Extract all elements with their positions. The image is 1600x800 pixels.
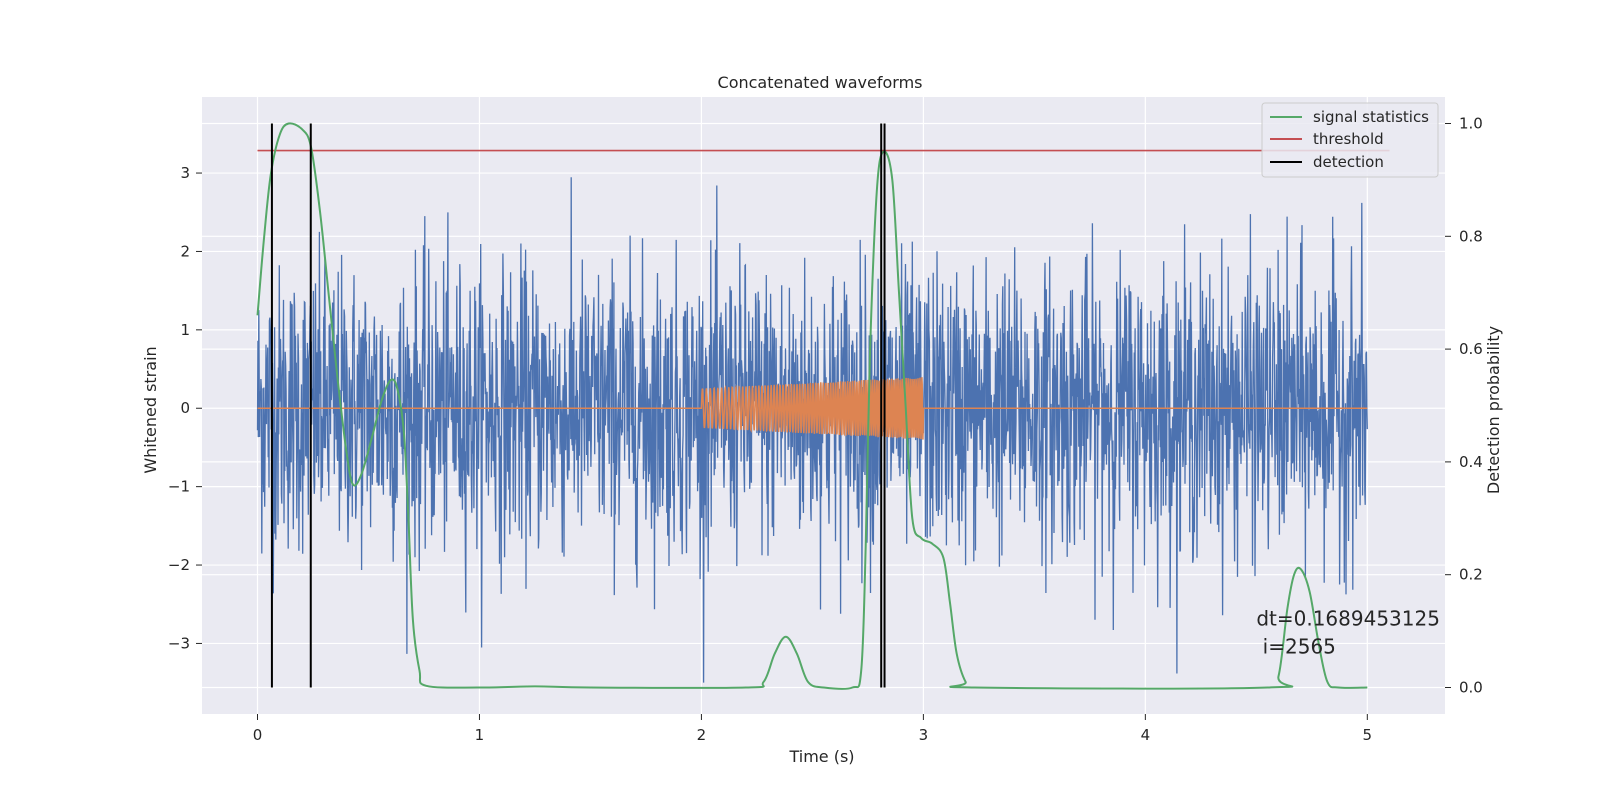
y-right-tick-label-2: 0.4 [1459, 453, 1483, 471]
x-tick-label-2: 2 [697, 726, 707, 744]
annotation-dt: dt=0.1689453125 [1256, 607, 1440, 631]
signal-statistics-line [256, 122, 1368, 690]
y-left-tick-label-6: 3 [180, 164, 190, 182]
y-left-tick-label-4: 1 [180, 321, 190, 339]
x-tick-label-4: 4 [1141, 726, 1151, 744]
legend-label-threshold: threshold [1313, 130, 1384, 148]
x-axis-label: Time (s) [788, 747, 854, 766]
y-right-tick-label-3: 0.6 [1459, 340, 1483, 358]
x-tick-label-5: 5 [1363, 726, 1373, 744]
x-tick-label-0: 0 [253, 726, 263, 744]
y-left-tick-label-1: −2 [168, 556, 190, 574]
x-tick-label-1: 1 [475, 726, 485, 744]
legend: signal statistics threshold detection [1261, 102, 1439, 178]
annotation-index: i=2565 [1256, 635, 1336, 659]
data-layer [256, 122, 1390, 690]
legend-label-detection: detection [1313, 153, 1384, 171]
legend-label-signal-statistics: signal statistics [1313, 108, 1429, 126]
y-left-tick-label-5: 2 [180, 242, 190, 260]
y-axis-label-left: Whitened strain [141, 346, 160, 473]
x-tick-label-3: 3 [919, 726, 929, 744]
y-right-tick-label-0: 0.0 [1459, 678, 1483, 696]
y-right-tick-label-1: 0.2 [1459, 566, 1483, 584]
axes: 0 1 2 3 4 5 −3 −2 −1 0 1 2 3 0.0 0.2 0.4 0.6 0.8 1.0 [168, 115, 1483, 744]
y-axis-label-right: Detection probability [1484, 326, 1503, 494]
annotation: dt=0.1689453125 i=2565 [1256, 607, 1440, 659]
chart-title: Concatenated waveforms [718, 73, 923, 92]
y-right-tick-label-5: 1.0 [1459, 115, 1483, 133]
injected-signal-line [257, 377, 1368, 440]
y-right-tick-label-4: 0.8 [1459, 227, 1483, 245]
y-left-tick-label-0: −3 [168, 634, 190, 652]
y-left-tick-label-3: 0 [180, 399, 190, 417]
y-left-tick-label-2: −1 [168, 478, 190, 496]
legend-box [1261, 102, 1439, 178]
